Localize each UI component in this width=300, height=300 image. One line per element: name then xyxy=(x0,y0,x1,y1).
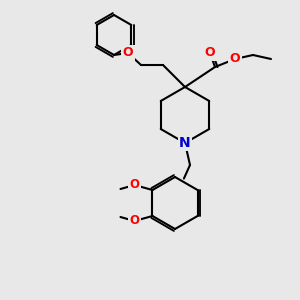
Text: O: O xyxy=(130,214,140,227)
Text: N: N xyxy=(179,136,191,150)
Text: O: O xyxy=(123,46,133,59)
Text: O: O xyxy=(130,178,140,191)
Text: O: O xyxy=(230,52,240,65)
Text: O: O xyxy=(205,46,215,59)
